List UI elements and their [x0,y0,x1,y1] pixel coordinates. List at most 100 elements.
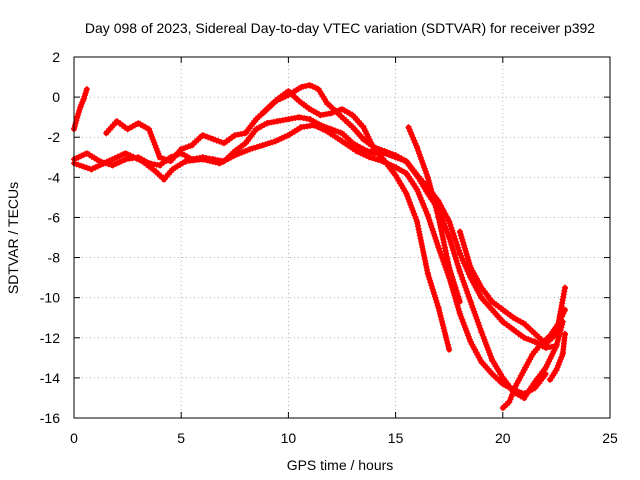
x-tick-label: 5 [177,430,185,446]
data-point [446,264,453,271]
data-point [529,350,536,357]
y-tick-label: -14 [40,370,60,386]
data-point [456,268,463,275]
data-point [405,124,412,131]
data-point [456,228,463,235]
data-point [381,148,388,155]
data-point [274,118,281,125]
data-point [366,154,373,161]
plot-frame [73,56,611,419]
grid [74,57,610,418]
data-point [478,358,485,365]
data-point [263,120,270,127]
data-point [349,112,356,119]
data-point [546,332,553,339]
data-point [122,156,129,163]
data-point [403,190,410,197]
data-point [199,132,206,139]
data-point [510,314,517,321]
data-point [467,298,474,305]
data-point [424,174,431,181]
data-point [542,364,549,371]
data-point [521,394,528,401]
data-point [446,234,453,241]
data-point [506,398,513,405]
series-line-pass-2 [71,114,559,351]
data-point [467,338,474,345]
data-point [242,140,249,147]
data-point [435,244,442,251]
y-axis-label: SDTVAR / TECUs [5,182,21,294]
data-point [336,112,343,119]
data-point [354,148,361,155]
x-tick-label: 20 [495,430,511,446]
data-point [124,126,131,133]
data-point [156,154,163,161]
data-point [531,338,538,345]
data-point [478,294,485,301]
data-point [298,124,305,131]
series-group [71,82,568,411]
data-point [231,132,238,139]
series-markers-pass-9 [547,333,568,382]
data-point [253,126,260,133]
data-point [323,100,330,107]
data-point [467,274,474,281]
series-markers-pass-5 [260,82,566,401]
series-line-pass-4 [103,88,452,353]
data-point [285,92,292,99]
data-point [146,126,153,133]
data-point [499,374,506,381]
data-point [478,328,485,335]
x-tick-label: 0 [70,430,78,446]
data-point [109,162,116,169]
y-tick-label: 0 [52,89,60,105]
y-tick-label: -12 [40,330,60,346]
series-markers-pass-3 [73,122,549,397]
y-tick-label: -4 [48,169,61,185]
data-point [339,106,345,113]
data-point [83,86,90,93]
data-point [360,124,367,131]
data-point [424,270,431,277]
x-tick-label: 15 [388,430,404,446]
data-point [161,176,168,183]
data-point [392,172,399,179]
data-point [285,132,292,139]
data-point [188,142,195,149]
data-point [381,158,388,165]
data-point [414,218,421,225]
data-point [83,150,90,157]
data-point [561,330,568,337]
y-tick-label: -6 [48,209,61,225]
data-point [456,298,463,305]
data-point [105,158,112,165]
data-point [414,144,421,151]
series-markers-pass-6 [405,126,463,303]
data-point [446,346,453,353]
y-tick-label: 2 [52,49,60,65]
data-point [446,218,453,225]
data-point [561,284,568,291]
data-point [561,306,568,313]
data-point [317,112,324,119]
chart-title: Day 098 of 2023, Sidereal Day-to-day VTE… [85,20,595,36]
data-point [135,120,142,127]
data-point [414,172,421,179]
data-point [499,404,506,411]
x-tick-label: 10 [281,430,297,446]
data-point [167,158,174,165]
data-point [403,158,410,165]
x-tick-label: 25 [602,430,618,446]
data-point [296,114,303,121]
data-point [80,96,87,103]
data-point [178,146,185,153]
data-point [253,116,260,123]
data-point [546,376,553,383]
data-point [103,130,110,137]
y-tick-label: -2 [48,129,61,145]
data-point [510,326,517,333]
data-point [467,264,474,271]
data-point [259,110,266,117]
data-point [489,370,496,377]
